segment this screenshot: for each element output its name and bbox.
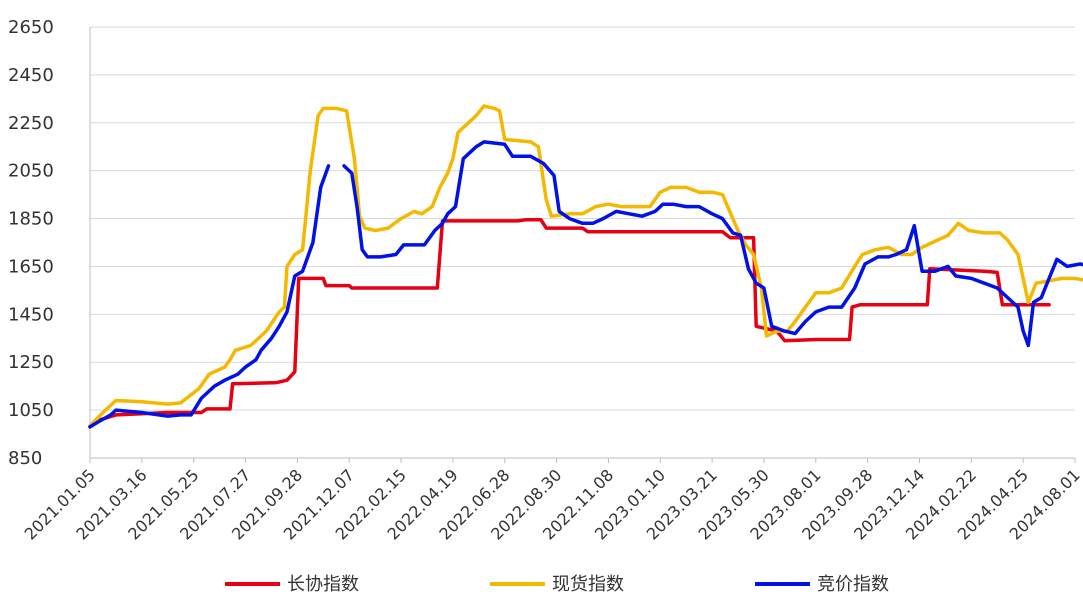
legend: 长协指数 现货指数 竞价指数 <box>225 574 889 595</box>
y-tick-label: 850 <box>8 448 42 469</box>
grid-lines <box>90 26 1075 411</box>
y-tick-label: 1850 <box>8 209 54 230</box>
y-tick-label: 1450 <box>8 304 54 325</box>
series-line-3 <box>88 140 1083 429</box>
y-tick-label: 2050 <box>8 161 54 182</box>
legend-label-1: 长协指数 <box>287 574 359 595</box>
legend-label-3: 竞价指数 <box>817 574 889 595</box>
x-tick-labels: 2021.01.052021.03.162021.05.252021.07.27… <box>21 465 1083 543</box>
y-tick-label: 2650 <box>8 17 54 38</box>
y-tick-label: 1250 <box>8 352 54 373</box>
series-line-1 <box>88 218 1051 429</box>
y-tick-label: 2450 <box>8 65 54 86</box>
axes <box>89 27 1076 463</box>
series-line-2 <box>88 104 1083 428</box>
legend-label-2: 现货指数 <box>552 574 624 595</box>
y-tick-labels: 850 1050 1250 1450 1650 1850 2050 2250 2450 2650 <box>8 17 54 469</box>
y-tick-label: 1050 <box>8 400 54 421</box>
y-tick-label: 2250 <box>8 113 54 134</box>
series-lines <box>88 104 1083 429</box>
y-tick-label: 1650 <box>8 256 54 277</box>
